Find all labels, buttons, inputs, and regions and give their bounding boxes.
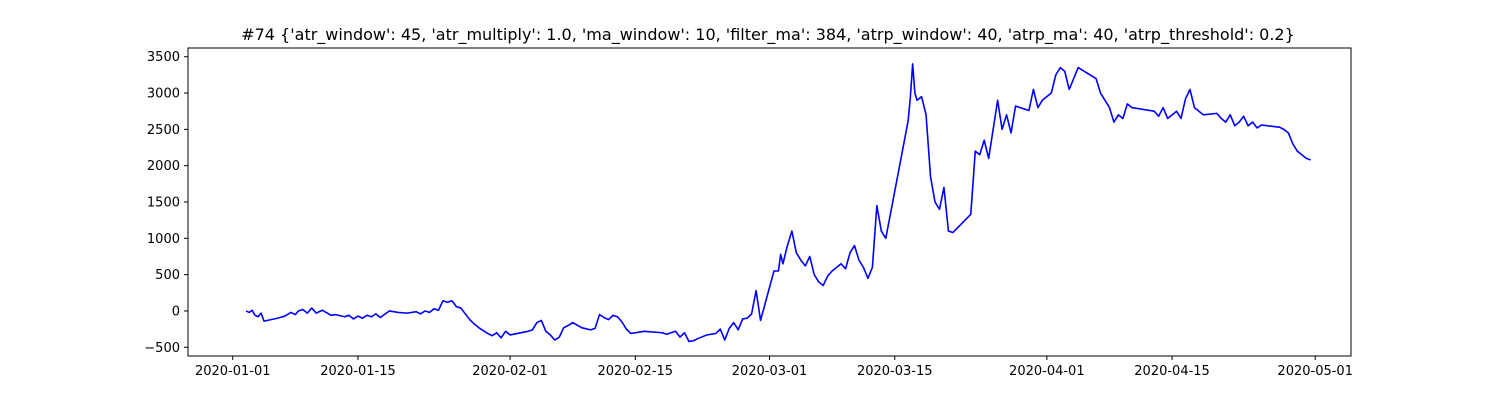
x-tick-label: 2020-04-15 [1134,364,1210,379]
y-tick-label: −500 [144,341,180,356]
x-tick-label: 2020-02-15 [598,364,674,379]
series-layer [245,63,1311,343]
x-tick-label: 2020-02-01 [472,364,548,379]
y-tick-label: 1500 [147,196,180,211]
series-line [245,63,1311,343]
x-tick-label: 2020-03-01 [732,364,808,379]
y-axis: −500 0 500 1000 1500 2000 2500 3000 3500 [144,50,188,356]
y-tick-label: 3000 [147,87,180,102]
y-tick-label: 0 [172,304,180,319]
x-tick-label: 2020-01-01 [195,364,271,379]
plot-background [188,48,1351,356]
plot-area [187,47,1352,357]
y-tick-label: 2000 [147,159,180,174]
chart-title: #74 {'atr_window': 45, 'atr_multiply': 1… [241,25,1295,45]
y-tick-label: 2500 [147,123,180,138]
y-tick-label: 1000 [147,232,180,247]
y-tick-label: 500 [155,268,180,283]
x-tick-label: 2020-01-15 [320,364,396,379]
x-tick-label: 2020-05-01 [1277,364,1353,379]
y-tick-label: 3500 [147,50,180,65]
x-axis: 2020-01-01 2020-01-15 2020-02-01 2020-02-15… [195,356,1353,379]
x-tick-label: 2020-04-01 [1009,364,1085,379]
x-tick-label: 2020-03-15 [857,364,933,379]
